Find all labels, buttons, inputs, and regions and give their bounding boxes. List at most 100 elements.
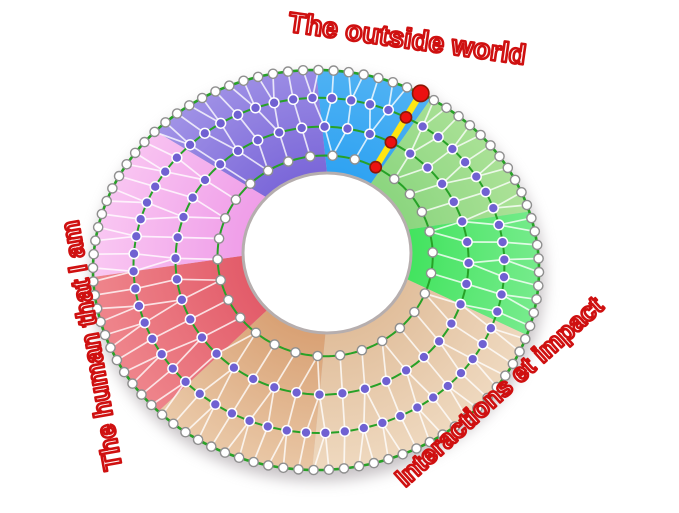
mesh-node-purple[interactable] (249, 102, 262, 114)
mesh-node-purple[interactable] (376, 417, 389, 429)
mesh-node-purple[interactable] (296, 122, 308, 134)
mesh-node-purple[interactable] (159, 166, 171, 178)
mesh-node-purple[interactable] (445, 317, 458, 330)
mesh-node-purple[interactable] (184, 139, 196, 151)
mesh-node-purple[interactable] (149, 181, 161, 193)
mesh-node-purple[interactable] (177, 211, 190, 223)
mesh-node-white[interactable] (533, 266, 545, 278)
mesh-node-white[interactable] (441, 102, 452, 114)
mesh-node-white[interactable] (90, 235, 101, 246)
mesh-node-white[interactable] (427, 247, 439, 258)
mesh-node-purple[interactable] (232, 109, 244, 121)
mesh-node-purple[interactable] (498, 271, 510, 283)
mesh-node-white[interactable] (136, 389, 147, 400)
mesh-node-purple[interactable] (215, 117, 227, 129)
mesh-node-purple[interactable] (171, 273, 183, 285)
mesh-node-purple[interactable] (380, 375, 392, 387)
mesh-node-white[interactable] (516, 186, 527, 198)
mesh-node-white[interactable] (205, 441, 217, 452)
mesh-node-white[interactable] (531, 293, 542, 305)
mesh-node-purple[interactable] (171, 152, 183, 164)
mesh-node-purple[interactable] (135, 213, 147, 225)
mesh-node-white[interactable] (327, 150, 338, 161)
mesh-node-purple[interactable] (156, 348, 168, 360)
mesh-node-white[interactable] (425, 267, 437, 279)
mesh-node-purple[interactable] (247, 373, 259, 385)
mesh-node-purple[interactable] (268, 381, 280, 393)
mesh-node-purple[interactable] (487, 202, 499, 214)
mesh-node-purple[interactable] (127, 265, 140, 277)
mesh-node-purple[interactable] (187, 192, 199, 204)
mesh-node-purple[interactable] (446, 143, 459, 155)
mesh-node-white[interactable] (334, 349, 346, 361)
mesh-node-white[interactable] (192, 434, 204, 446)
mesh-node-white[interactable] (250, 327, 262, 339)
mesh-node-white[interactable] (262, 165, 274, 176)
mesh-node-purple[interactable] (214, 158, 226, 170)
mesh-node-white[interactable] (419, 288, 431, 299)
mesh-node-purple[interactable] (306, 92, 319, 104)
mesh-node-white[interactable] (507, 358, 519, 370)
mesh-node-purple[interactable] (326, 92, 338, 104)
mesh-node-white[interactable] (262, 460, 274, 471)
mesh-node-white[interactable] (323, 464, 335, 476)
mesh-node-purple[interactable] (128, 248, 140, 260)
mesh-node-purple[interactable] (400, 364, 412, 377)
mesh-node-white[interactable] (183, 100, 195, 111)
mesh-node-white[interactable] (394, 322, 406, 334)
mesh-node-white[interactable] (168, 418, 179, 430)
mesh-node-purple[interactable] (184, 313, 196, 326)
mesh-node-purple[interactable] (496, 236, 509, 248)
mesh-node-purple[interactable] (300, 426, 312, 439)
mesh-node-white[interactable] (248, 456, 259, 468)
mesh-node-purple[interactable] (318, 121, 331, 133)
mesh-node-white[interactable] (88, 276, 99, 287)
mesh-node-white[interactable] (219, 447, 231, 458)
mesh-node-white[interactable] (404, 188, 416, 200)
mesh-node-purple[interactable] (339, 425, 351, 438)
mesh-node-white[interactable] (149, 126, 160, 138)
mesh-node-white[interactable] (461, 412, 472, 423)
mesh-node-purple[interactable] (491, 305, 503, 318)
mesh-node-purple[interactable] (394, 410, 406, 422)
mesh-node-purple[interactable] (287, 93, 299, 106)
mesh-node-purple[interactable] (167, 362, 179, 375)
mesh-node-white[interactable] (383, 453, 394, 465)
mesh-node-purple[interactable] (228, 362, 240, 374)
mesh-node-white[interactable] (491, 381, 503, 393)
mesh-node-white[interactable] (397, 448, 409, 460)
mesh-node-purple[interactable] (262, 420, 274, 433)
mesh-node-white[interactable] (520, 333, 531, 345)
mesh-node-white[interactable] (529, 226, 541, 237)
mesh-node-white[interactable] (494, 151, 505, 162)
mesh-node-white[interactable] (428, 94, 440, 106)
mesh-node-white[interactable] (526, 212, 537, 224)
mesh-node-white[interactable] (356, 344, 368, 356)
mesh-node-white[interactable] (234, 312, 246, 324)
mesh-node-white[interactable] (353, 460, 365, 472)
mesh-node-white[interactable] (87, 262, 99, 274)
mesh-node-white[interactable] (514, 346, 525, 357)
mesh-node-purple[interactable] (436, 178, 448, 190)
mesh-node-white[interactable] (524, 320, 536, 332)
mesh-node-white[interactable] (89, 289, 101, 301)
highlight-node[interactable] (384, 135, 398, 149)
mesh-node-purple[interactable] (209, 398, 221, 411)
mesh-node-purple[interactable] (358, 422, 370, 434)
mesh-node-purple[interactable] (421, 161, 434, 174)
mesh-node-white[interactable] (113, 170, 125, 182)
mesh-node-white[interactable] (472, 402, 483, 414)
mesh-node-purple[interactable] (411, 401, 423, 414)
mesh-node-purple[interactable] (268, 97, 280, 109)
mesh-node-white[interactable] (95, 316, 106, 328)
mesh-node-purple[interactable] (495, 288, 508, 301)
mesh-node-purple[interactable] (210, 348, 223, 360)
mesh-node-white[interactable] (282, 66, 294, 77)
mesh-node-white[interactable] (409, 306, 420, 318)
mesh-node-white[interactable] (160, 117, 171, 128)
mesh-node-white[interactable] (282, 156, 294, 167)
mesh-node-purple[interactable] (359, 383, 371, 395)
mesh-node-white[interactable] (212, 254, 223, 265)
mesh-node-purple[interactable] (382, 104, 395, 116)
mesh-node-purple[interactable] (290, 386, 303, 399)
